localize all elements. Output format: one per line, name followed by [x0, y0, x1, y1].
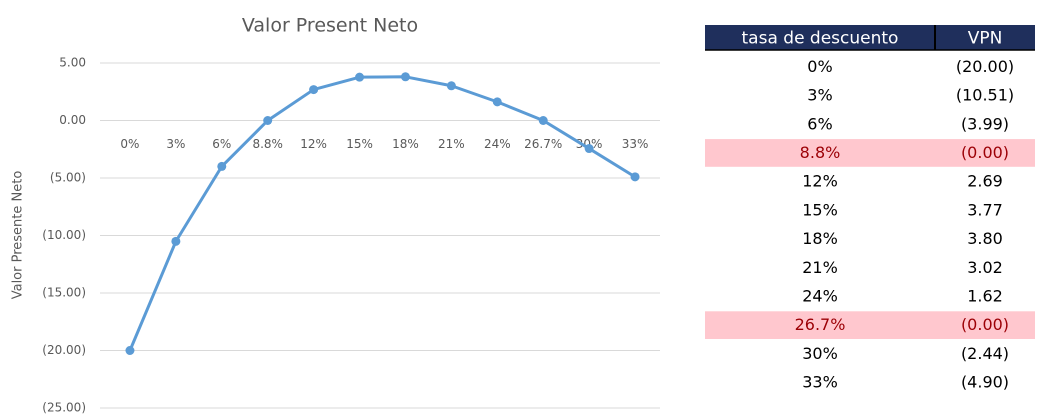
point [584, 144, 594, 154]
table-cell: 8.8% [800, 143, 841, 162]
table-cell: (3.99) [961, 114, 1009, 133]
table-cell: 18% [802, 229, 838, 248]
x-tick-label: 33% [622, 137, 649, 151]
y-axis-label: Valor Presente Neto [11, 171, 26, 300]
y-tick-label: (10.00) [42, 228, 86, 242]
table-cell: 1.62 [967, 286, 1003, 305]
table-cell: 33% [802, 373, 838, 392]
x-tick-label: 21% [438, 137, 465, 151]
table-header-cell: VPN [968, 29, 1003, 49]
chart-title: Valor Present Neto [242, 15, 418, 37]
table-header-bg [705, 25, 1035, 50]
highlight-row [705, 139, 1035, 167]
x-tick-label: 0% [120, 137, 139, 151]
table-cell: 3.02 [967, 258, 1003, 277]
table-cell: (20.00) [956, 57, 1014, 76]
table-cell: 6% [807, 114, 832, 133]
table-cell: 12% [802, 172, 838, 191]
x-tick-label: 24% [484, 137, 511, 151]
y-tick-label: (20.00) [42, 343, 86, 357]
y-tick-label: (15.00) [42, 286, 86, 300]
x-tick-label: 18% [392, 137, 419, 151]
point [355, 72, 365, 82]
point [217, 161, 227, 171]
x-tick-label: 26.7% [524, 137, 562, 151]
table-cell: 3.77 [967, 200, 1003, 219]
point [446, 81, 456, 91]
table-header-cell: tasa de descuento [742, 29, 899, 49]
line [128, 75, 636, 352]
highlight-row [705, 311, 1035, 339]
x-tick-label: 15% [346, 137, 373, 151]
point [538, 116, 548, 125]
x-tick-label: 30% [576, 137, 603, 151]
table-cell: 21% [802, 258, 838, 277]
point [630, 172, 640, 182]
point [492, 97, 502, 107]
y-tick-label: 0.00 [59, 113, 86, 127]
point [400, 72, 410, 82]
table-cell: 3% [807, 86, 832, 105]
table-cell: 3.80 [967, 229, 1003, 248]
point [263, 116, 273, 125]
table-cell: (0.00) [961, 143, 1009, 162]
table-cell: (10.51) [956, 86, 1014, 105]
table-cell: (2.44) [961, 344, 1009, 363]
x-tick-label: 8.8% [252, 137, 283, 151]
x-tick-label: 3% [166, 137, 185, 151]
point [125, 346, 135, 355]
point [171, 236, 181, 246]
table-cell: (4.90) [961, 373, 1009, 392]
table-cell: 26.7% [795, 315, 846, 334]
table-cell: (0.00) [961, 315, 1009, 334]
y-tick-label: (25.00) [42, 401, 86, 415]
table-cell: 30% [802, 344, 838, 363]
table-cell: 2.69 [967, 172, 1003, 191]
x-tick-label: 6% [212, 137, 231, 151]
table-cell: 24% [802, 286, 838, 305]
x-tick-label: 12% [300, 137, 327, 151]
point [309, 85, 319, 95]
table-cell: 0% [807, 57, 832, 76]
y-tick-label: (5.00) [50, 171, 86, 185]
y-tick-label: 5.00 [59, 56, 86, 70]
table-cell: 15% [802, 200, 838, 219]
